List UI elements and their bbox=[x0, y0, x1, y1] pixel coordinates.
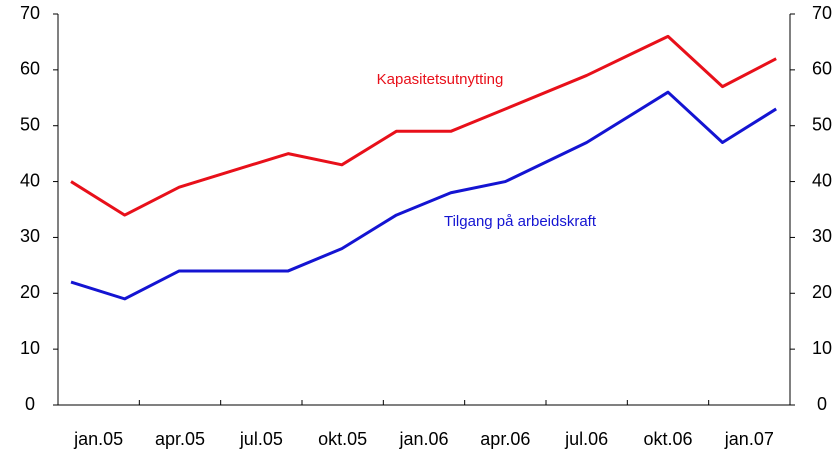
x-tick-label: apr.05 bbox=[155, 429, 205, 449]
y2-tick-label: 20 bbox=[812, 282, 832, 302]
y-tick-label: 20 bbox=[20, 282, 40, 302]
y2-tick-label: 60 bbox=[812, 59, 832, 79]
series-label: Kapasitetsutnytting bbox=[377, 71, 504, 88]
y-tick-label: 30 bbox=[20, 226, 40, 246]
y2-tick-label: 40 bbox=[812, 170, 832, 190]
x-tick-label: jul.05 bbox=[239, 429, 283, 449]
y2-tick-label: 0 bbox=[817, 394, 827, 414]
y2-tick-label: 30 bbox=[812, 226, 832, 246]
x-tick-label: jul.06 bbox=[564, 429, 608, 449]
series-label: Tilgang på arbeidskraft bbox=[444, 213, 597, 230]
series-line bbox=[70, 90, 777, 301]
series-line bbox=[70, 34, 777, 217]
y-tick-label: 50 bbox=[20, 114, 40, 134]
x-tick-label: jan.05 bbox=[73, 429, 123, 449]
x-tick-label: apr.06 bbox=[480, 429, 530, 449]
y-tick-label: 40 bbox=[20, 170, 40, 190]
y2-tick-label: 10 bbox=[812, 338, 832, 358]
y2-tick-label: 50 bbox=[812, 114, 832, 134]
y-tick-label: 0 bbox=[25, 394, 35, 414]
y-tick-label: 70 bbox=[20, 3, 40, 23]
x-tick-label: okt.05 bbox=[318, 429, 367, 449]
y-tick-label: 60 bbox=[20, 59, 40, 79]
y-tick-label: 10 bbox=[20, 338, 40, 358]
y2-tick-label: 70 bbox=[812, 3, 832, 23]
x-tick-label: jan.06 bbox=[398, 429, 448, 449]
x-tick-label: okt.06 bbox=[643, 429, 692, 449]
x-tick-label: jan.07 bbox=[724, 429, 774, 449]
